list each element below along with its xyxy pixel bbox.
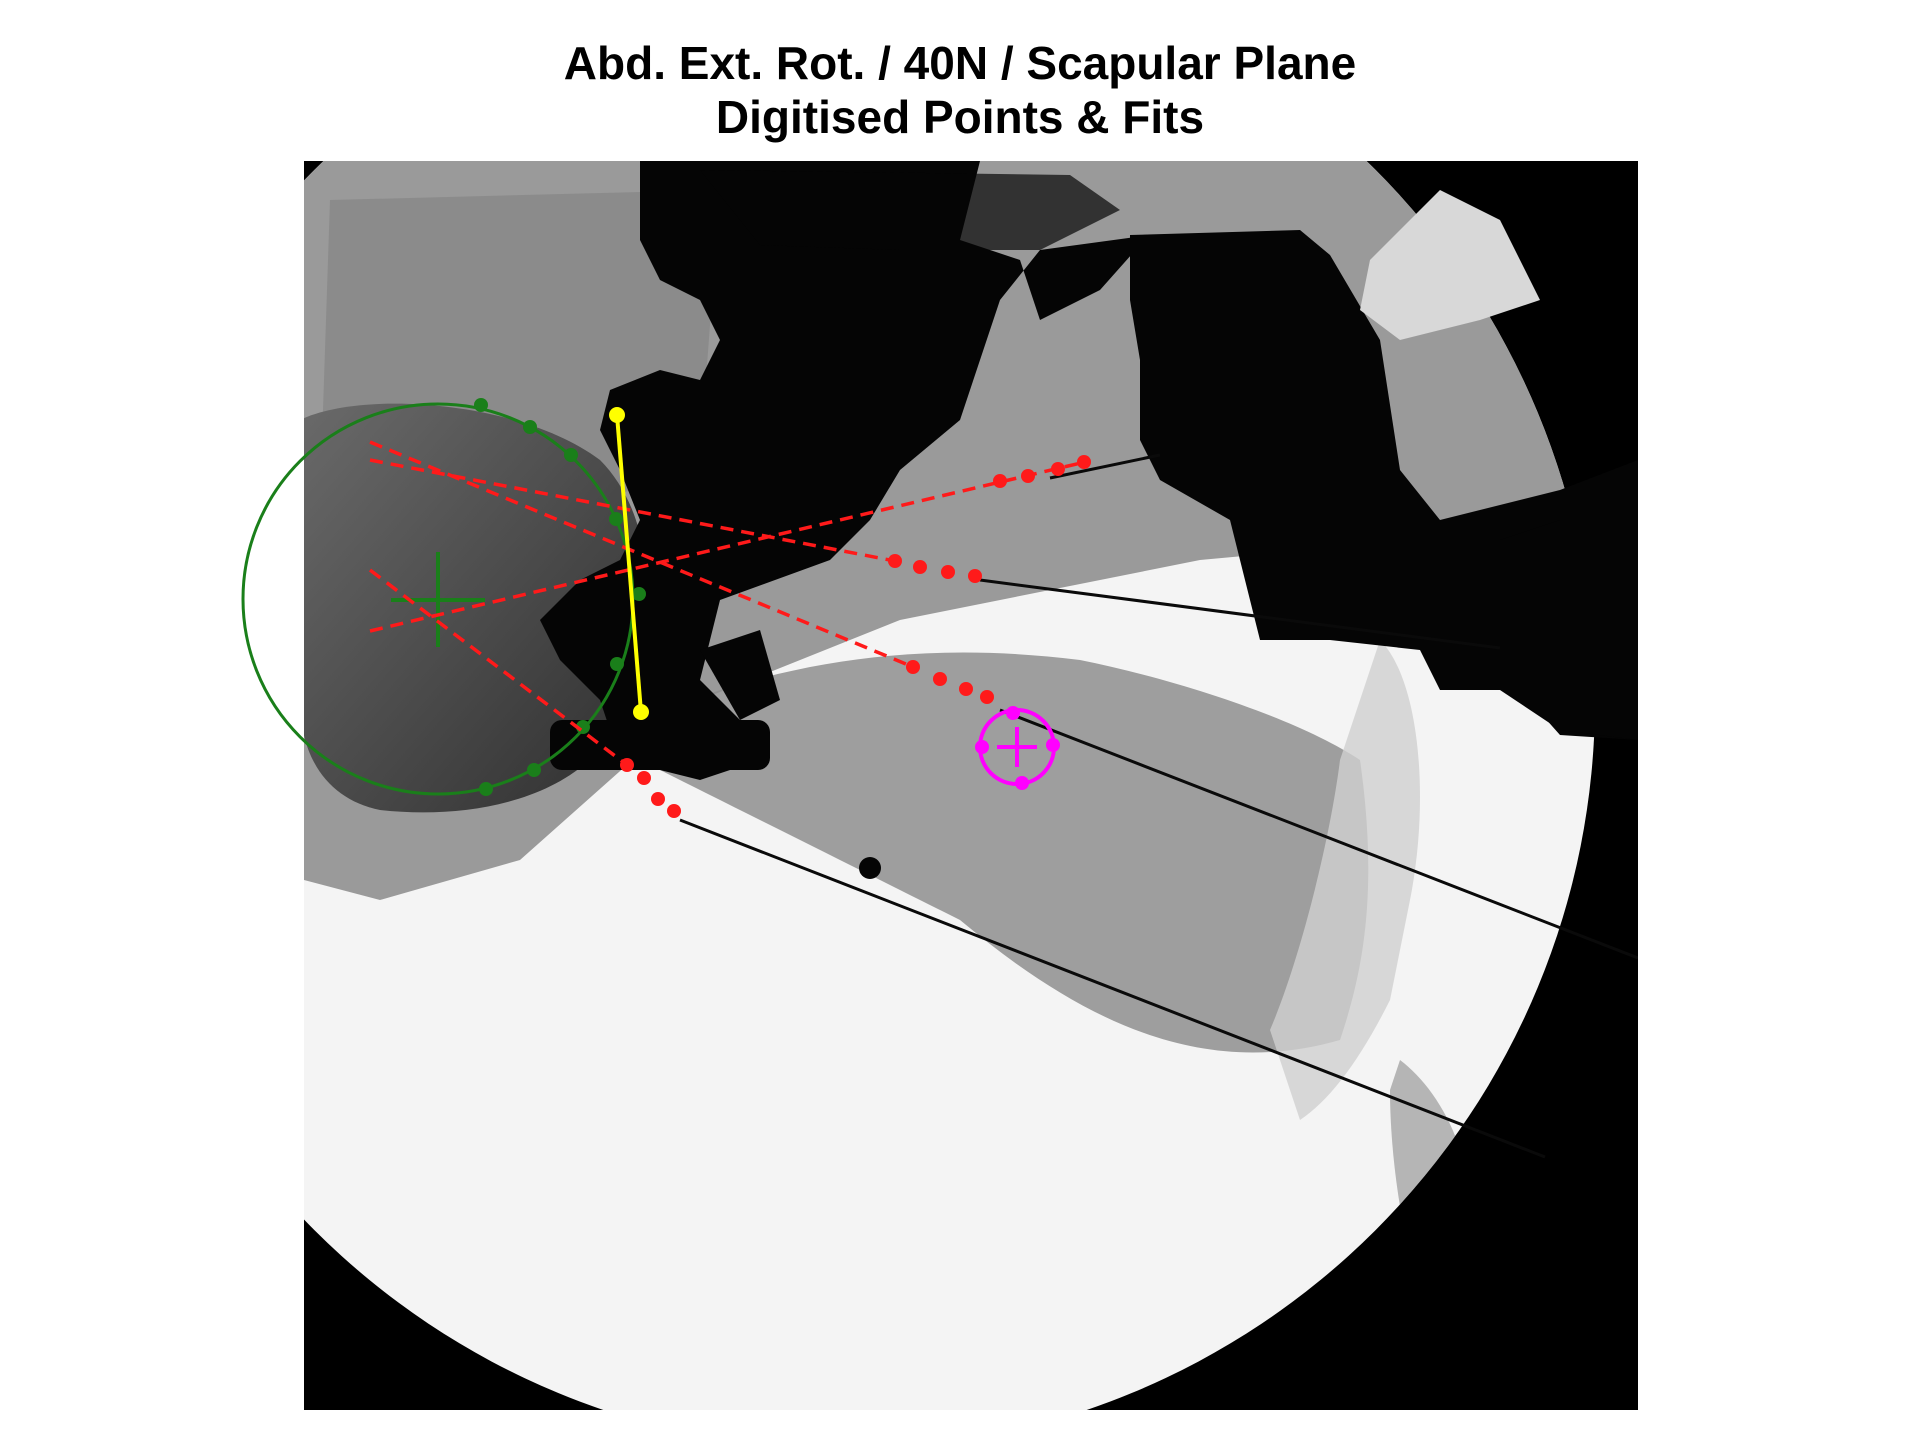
figure-title-line-1: Abd. Ext. Rot. / 40N / Scapular Plane xyxy=(563,37,1357,89)
tendon-point xyxy=(667,804,681,818)
overlays xyxy=(241,398,1091,818)
humeral-point xyxy=(479,782,493,796)
glenoid-endpoint xyxy=(609,407,625,423)
tendon-point xyxy=(1077,455,1091,469)
tendon-point xyxy=(620,758,634,772)
figure-title-line-2: Digitised Points & Fits xyxy=(715,91,1205,143)
tendon-fits xyxy=(368,440,1086,767)
humeral-point xyxy=(564,448,578,462)
glenoid-line xyxy=(609,407,649,720)
tendon-fit-line xyxy=(369,460,1086,633)
cables xyxy=(679,453,1638,1159)
humeral-point xyxy=(632,587,646,601)
tendon-point xyxy=(906,660,920,674)
glenoid-endpoint xyxy=(633,704,649,720)
bead-point xyxy=(1015,776,1029,790)
humeral-point xyxy=(610,657,624,671)
humeral-point xyxy=(474,398,488,412)
humeral-point xyxy=(609,512,623,526)
humeral-point xyxy=(523,420,537,434)
bead-point xyxy=(1006,706,1020,720)
rig-hardware xyxy=(540,161,1638,879)
tendon-point xyxy=(941,565,955,579)
tendon-point xyxy=(980,690,994,704)
tendon-point xyxy=(888,554,902,568)
tendon-point xyxy=(968,569,982,583)
figure-title: Abd. Ext. Rot. / 40N / Scapular Plane Di… xyxy=(0,36,1920,144)
bead-point xyxy=(1046,738,1060,752)
tendon-point xyxy=(637,771,651,785)
xray-image xyxy=(304,161,1638,1410)
faint-shadow xyxy=(1270,640,1420,1120)
tendon-point xyxy=(1051,462,1065,476)
tendon-fit-line xyxy=(369,440,919,671)
tendon-fit-line xyxy=(368,568,629,767)
tendon-point xyxy=(651,792,665,806)
tendon-point xyxy=(1021,469,1035,483)
glenoid-segment xyxy=(615,414,643,713)
tendon-point xyxy=(913,560,927,574)
bead-marker-fit xyxy=(975,706,1060,790)
muscle-shadow xyxy=(640,652,1369,1053)
tendon-point xyxy=(959,682,973,696)
tendon-points xyxy=(620,455,1091,818)
bead-point xyxy=(975,740,989,754)
tendon-point xyxy=(993,474,1007,488)
tendon-point xyxy=(933,672,947,686)
humeral-point xyxy=(527,763,541,777)
